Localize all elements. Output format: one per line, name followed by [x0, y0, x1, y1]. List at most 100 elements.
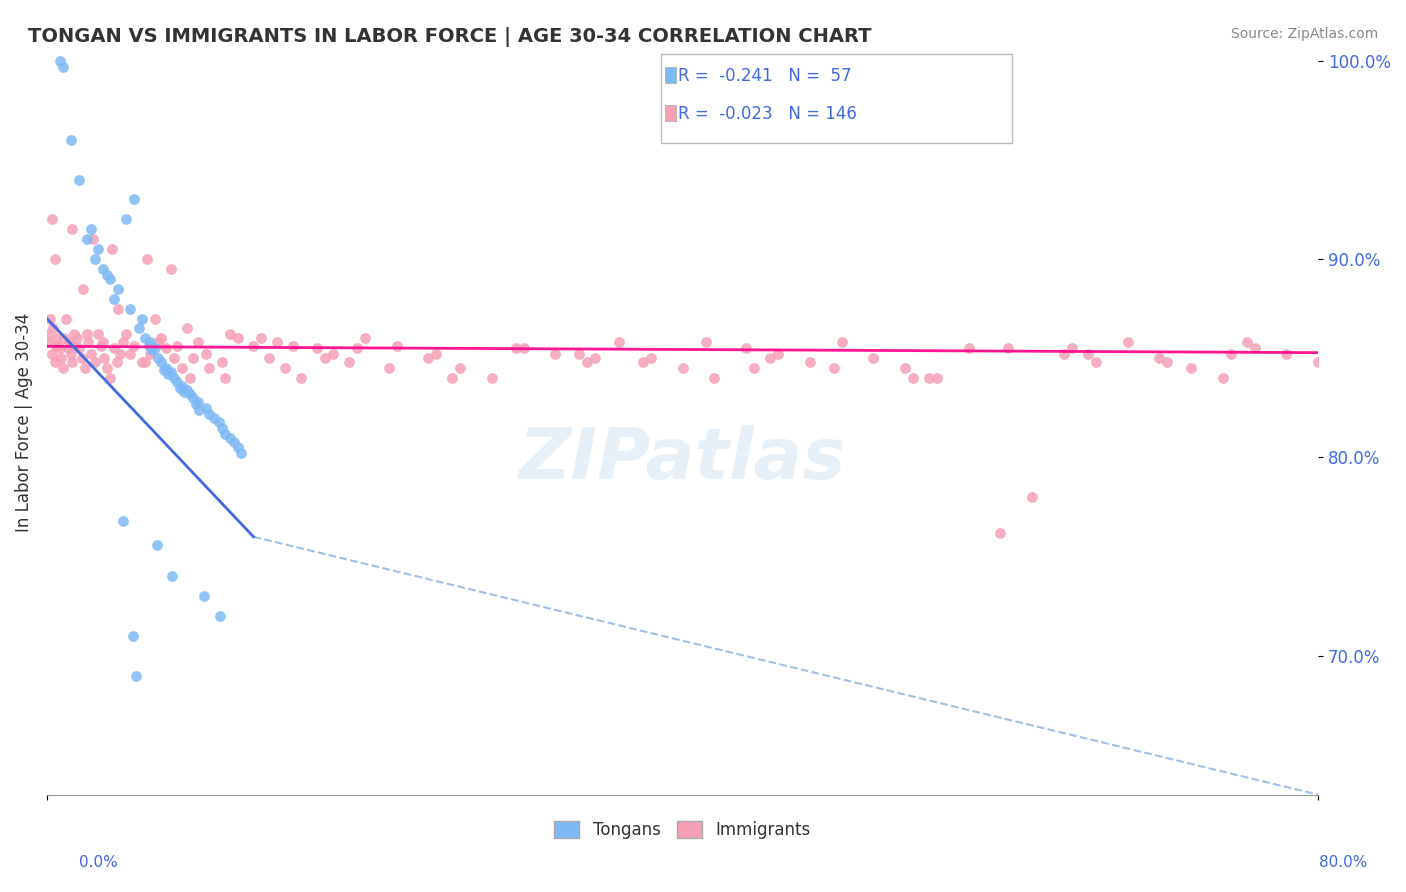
- Point: [1402, 361, 1406, 376]
- Text: 0.0%: 0.0%: [79, 855, 118, 870]
- Point: [226, 441, 249, 455]
- Point: [894, 361, 917, 376]
- Point: [170, 379, 193, 393]
- Point: [193, 589, 215, 603]
- Point: [70, 351, 93, 366]
- Point: [202, 410, 225, 425]
- Point: [52, 60, 75, 74]
- Point: [59, 347, 82, 361]
- Point: [125, 668, 148, 682]
- Point: [1236, 335, 1258, 350]
- Point: [91, 261, 114, 276]
- Point: [155, 341, 177, 355]
- Point: [96, 268, 118, 282]
- Point: [274, 361, 297, 376]
- Point: [90, 339, 112, 353]
- Point: [76, 327, 98, 342]
- Point: [115, 327, 138, 342]
- Point: [44, 252, 66, 266]
- Point: [101, 242, 124, 256]
- Point: [181, 391, 204, 405]
- Point: [134, 355, 156, 369]
- Point: [997, 341, 1019, 355]
- Point: [87, 242, 110, 256]
- Point: [160, 261, 183, 276]
- Point: [505, 341, 527, 355]
- Point: [823, 361, 845, 376]
- Point: [73, 361, 96, 376]
- Point: [45, 339, 67, 353]
- Point: [766, 347, 789, 361]
- Point: [198, 361, 221, 376]
- Point: [631, 355, 654, 369]
- Point: [51, 351, 73, 366]
- Point: [1371, 351, 1393, 366]
- Point: [218, 327, 240, 342]
- Point: [41, 212, 63, 227]
- Point: [449, 361, 471, 376]
- Point: [41, 347, 63, 361]
- Text: ZIPatlas: ZIPatlas: [519, 425, 846, 494]
- Point: [695, 335, 717, 350]
- Point: [65, 339, 87, 353]
- Point: [337, 355, 360, 369]
- Point: [155, 361, 177, 376]
- Point: [283, 339, 305, 353]
- Point: [1275, 347, 1298, 361]
- Point: [266, 335, 288, 350]
- Point: [128, 321, 150, 335]
- Point: [52, 361, 75, 376]
- Point: [145, 538, 167, 552]
- Point: [103, 341, 125, 355]
- Point: [211, 420, 233, 434]
- Point: [169, 381, 191, 395]
- Point: [224, 434, 246, 449]
- Point: [759, 351, 782, 366]
- Point: [259, 351, 281, 366]
- Point: [143, 341, 166, 355]
- Point: [124, 339, 146, 353]
- Point: [1219, 347, 1241, 361]
- Point: [703, 371, 725, 385]
- Point: [112, 335, 135, 350]
- Point: [139, 347, 162, 361]
- Text: Source: ZipAtlas.com: Source: ZipAtlas.com: [1230, 27, 1378, 41]
- Point: [35, 327, 58, 342]
- Point: [67, 172, 90, 186]
- Point: [100, 272, 122, 286]
- Point: [1243, 341, 1265, 355]
- Point: [209, 609, 232, 624]
- Point: [735, 341, 758, 355]
- Point: [46, 339, 69, 353]
- Point: [1149, 351, 1171, 366]
- Point: [1180, 361, 1202, 376]
- Text: R =  -0.023   N = 146: R = -0.023 N = 146: [678, 105, 856, 123]
- Point: [166, 375, 188, 389]
- Point: [957, 341, 980, 355]
- Point: [136, 252, 159, 266]
- Point: [76, 232, 98, 246]
- Point: [156, 367, 179, 381]
- Point: [160, 365, 183, 379]
- Point: [87, 327, 110, 342]
- Point: [229, 446, 252, 460]
- Point: [93, 351, 115, 366]
- Point: [214, 426, 236, 441]
- Point: [58, 335, 80, 350]
- Point: [194, 347, 217, 361]
- Point: [91, 335, 114, 350]
- Point: [418, 351, 440, 366]
- Point: [198, 407, 221, 421]
- Point: [186, 397, 208, 411]
- Point: [187, 395, 209, 409]
- Point: [385, 339, 408, 353]
- Point: [163, 371, 186, 385]
- Point: [290, 371, 312, 385]
- Text: R =  -0.241   N =  57: R = -0.241 N = 57: [678, 67, 851, 85]
- Point: [103, 292, 125, 306]
- Point: [153, 363, 176, 377]
- Point: [173, 384, 195, 399]
- Point: [105, 355, 128, 369]
- Point: [143, 311, 166, 326]
- Point: [72, 282, 94, 296]
